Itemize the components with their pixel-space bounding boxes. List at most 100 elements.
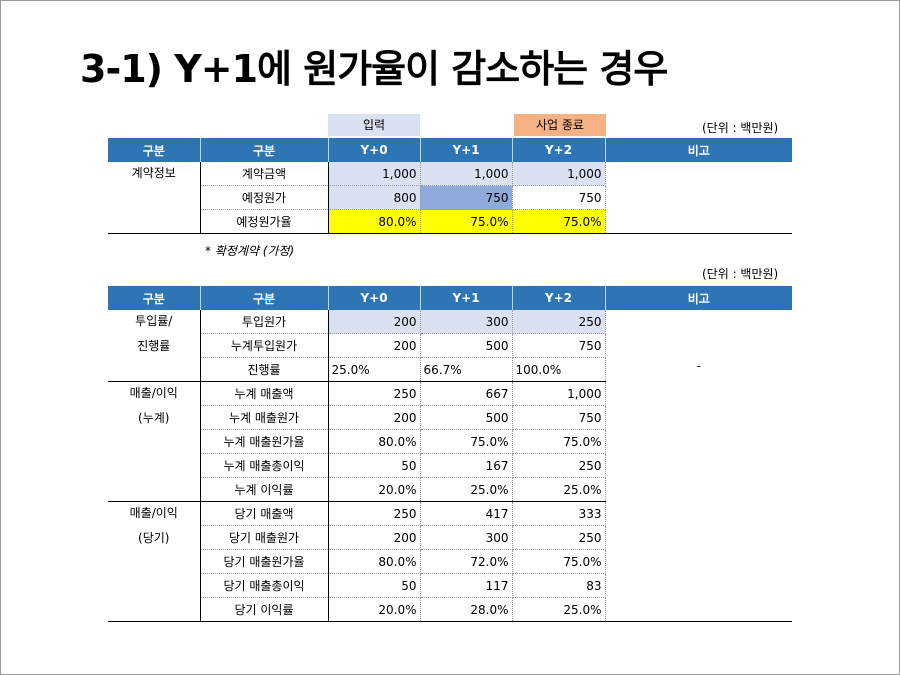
- row-label: 당기 매출원가: [200, 525, 329, 550]
- row-label: 예정원가: [200, 185, 329, 210]
- table1-header-row: 구분 구분 Y+0 Y+1 Y+2 비고: [108, 138, 792, 162]
- category-line: 매출/이익: [129, 506, 178, 520]
- value-cell: 250: [512, 453, 606, 478]
- table-row: 진행률 25.0% 66.7% 100.0%: [108, 357, 792, 382]
- category-line: (누계): [138, 411, 170, 425]
- value-cell: 80.0%: [328, 209, 421, 234]
- table-row: 누계 매출원가 200 500 750: [108, 405, 792, 430]
- value-cell: 100.0%: [512, 357, 606, 382]
- value-cell: 250: [512, 525, 606, 550]
- value-cell: 500: [420, 405, 513, 430]
- row-label: 당기 매출액: [200, 501, 329, 526]
- col-header-remark: 비고: [604, 138, 792, 162]
- value-cell: 250: [328, 501, 421, 526]
- table-row: 당기 이익률 20.0% 28.0% 25.0%: [108, 597, 792, 622]
- category-cell: 매출/이익 (누계): [108, 381, 201, 502]
- row-label: 계약금액: [200, 162, 329, 186]
- value-cell: 25.0%: [512, 597, 606, 622]
- value-cell: 75.0%: [420, 429, 513, 454]
- category-cell: 매출/이익 (당기): [108, 501, 201, 622]
- value-cell: 200: [328, 333, 421, 358]
- row-label: 진행률: [200, 357, 329, 382]
- value-cell: 333: [512, 501, 606, 526]
- value-cell: 25.0%: [512, 477, 606, 502]
- row-label: 누계투입원가: [200, 333, 329, 358]
- remark-cell: [605, 162, 792, 234]
- table-row: 매출/이익 (누계) 누계 매출액 250 667 1,000: [108, 381, 792, 502]
- value-cell: 20.0%: [328, 477, 421, 502]
- page-title: 3-1) Y+1에 원가율이 감소하는 경우: [80, 47, 668, 91]
- value-cell: 75.0%: [512, 429, 606, 454]
- value-cell: 75.0%: [512, 549, 606, 574]
- col-header-y0: Y+0: [327, 138, 420, 162]
- remark-cell: -: [605, 310, 792, 622]
- value-cell: 800: [328, 185, 421, 210]
- row-label: 당기 이익률: [200, 597, 329, 622]
- row-label: 누계 매출원가율: [200, 429, 329, 454]
- value-cell: 25.0%: [328, 357, 421, 382]
- value-cell: 250: [512, 310, 606, 334]
- value-cell: 167: [420, 453, 513, 478]
- col-header-item: 구분: [199, 286, 328, 310]
- value-cell: 1,000: [328, 162, 421, 186]
- table-row: 당기 매출원가율 80.0% 72.0% 75.0%: [108, 549, 792, 574]
- value-cell: 117: [420, 573, 513, 598]
- row-label: 당기 매출총이익: [200, 573, 329, 598]
- table-row: 누계투입원가 200 500 750: [108, 333, 792, 358]
- value-cell: 28.0%: [420, 597, 513, 622]
- value-cell: 300: [420, 310, 513, 334]
- row-label: 예정원가율: [200, 209, 329, 234]
- category-line: (당기): [138, 531, 170, 545]
- table-row: 예정원가율 80.0% 75.0% 75.0%: [108, 209, 792, 234]
- input-legend: 입력: [328, 114, 420, 136]
- unit-label-2: (단위 : 백만원): [702, 267, 779, 281]
- col-header-remark: 비고: [604, 286, 792, 310]
- value-cell: 300: [420, 525, 513, 550]
- table-row: 투입률/ 진행률 투입원가 200 300 250 -: [108, 310, 792, 622]
- table-row: 당기 매출원가 200 300 250: [108, 525, 792, 550]
- value-cell: 1,000: [512, 162, 606, 186]
- row-label: 당기 매출원가율: [200, 549, 329, 574]
- value-cell: 83: [512, 573, 606, 598]
- category-cell: 계약정보: [108, 162, 201, 234]
- col-header-item: 구분: [199, 138, 328, 162]
- col-header-category: 구분: [108, 138, 200, 162]
- value-cell: 500: [420, 333, 513, 358]
- table-row: 누계 매출총이익 50 167 250: [108, 453, 792, 478]
- table-row: 계약정보 계약금액 1,000 1,000 1,000: [108, 162, 792, 234]
- value-cell: 1,000: [420, 162, 513, 186]
- project-end-legend: 사업 종료: [514, 114, 606, 136]
- value-cell: 250: [328, 381, 421, 406]
- value-cell: 750: [512, 185, 606, 210]
- value-cell: 75.0%: [420, 209, 513, 234]
- table-row: 매출/이익 (당기) 당기 매출액 250 417 333: [108, 501, 792, 622]
- row-label: 누계 이익률: [200, 477, 329, 502]
- category-line: 매출/이익: [129, 386, 178, 400]
- value-cell: 750: [512, 405, 606, 430]
- value-cell: 667: [420, 381, 513, 406]
- value-cell: 80.0%: [328, 429, 421, 454]
- col-header-y2: Y+2: [511, 286, 605, 310]
- row-label: 누계 매출원가: [200, 405, 329, 430]
- table-row: 당기 매출총이익 50 117 83: [108, 573, 792, 598]
- table-row: 누계 이익률 20.0% 25.0% 25.0%: [108, 477, 792, 502]
- assumption-note: * 확정계약 (가정): [205, 244, 295, 258]
- category-line: 투입률/: [135, 314, 173, 328]
- value-cell: 1,000: [512, 381, 606, 406]
- value-cell: 50: [328, 453, 421, 478]
- value-cell: 75.0%: [512, 209, 606, 234]
- col-header-y1: Y+1: [419, 286, 512, 310]
- value-cell: 20.0%: [328, 597, 421, 622]
- value-cell: 200: [328, 405, 421, 430]
- value-cell: 80.0%: [328, 549, 421, 574]
- category-cell: 투입률/ 진행률: [108, 310, 201, 382]
- row-label: 투입원가: [200, 310, 329, 334]
- value-cell: 50: [328, 573, 421, 598]
- value-cell: 66.7%: [420, 357, 513, 382]
- col-header-y1: Y+1: [419, 138, 512, 162]
- table2-header-row: 구분 구분 Y+0 Y+1 Y+2 비고: [108, 286, 792, 310]
- value-cell: 417: [420, 501, 513, 526]
- value-cell: 72.0%: [420, 549, 513, 574]
- col-header-y0: Y+0: [327, 286, 420, 310]
- col-header-category: 구분: [108, 286, 200, 310]
